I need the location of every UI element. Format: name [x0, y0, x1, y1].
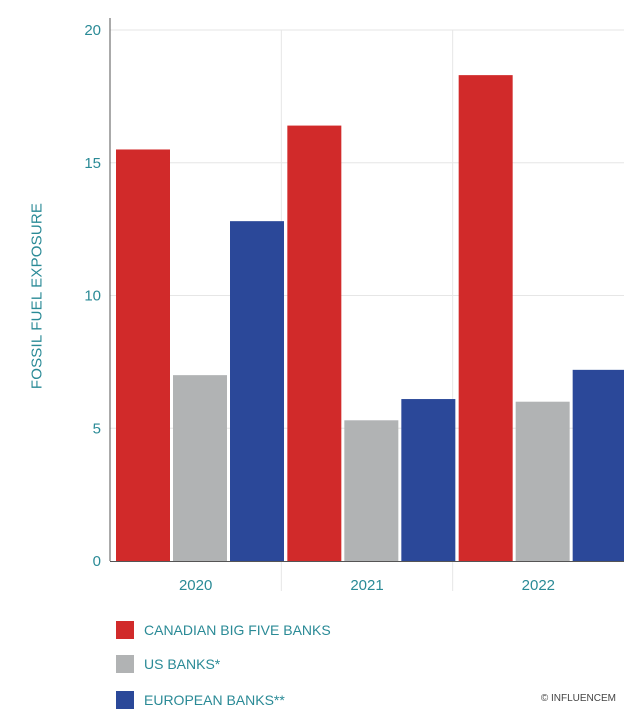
bar-2020-series-0 — [116, 149, 170, 561]
credit-label: © INFLUENCEM — [540, 693, 616, 704]
bar-2022-series-2 — [572, 369, 624, 561]
legend-swatch-us — [116, 655, 134, 673]
bar-2020-series-1 — [173, 375, 227, 561]
legend-swatch-canadian — [116, 621, 134, 639]
legend-label-canadian: CANADIAN BIG FIVE BANKS — [144, 622, 331, 638]
bar-2021-series-0 — [287, 125, 342, 561]
legend-label-us: US BANKS* — [144, 656, 221, 672]
x-tick-label-2021: 2021 — [350, 577, 383, 594]
legend-item-us: US BANKS* — [116, 655, 220, 673]
bar-2021-series-2 — [401, 399, 456, 561]
legend-item-european: EUROPEAN BANKS** — [116, 691, 285, 709]
y-tick-label-1: 5 — [93, 420, 101, 437]
legend-label-european: EUROPEAN BANKS** — [144, 692, 285, 708]
x-tick-label-2022: 2022 — [522, 577, 555, 594]
legend-item-canadian: CANADIAN BIG FIVE BANKS — [116, 621, 331, 639]
y-tick-label-2: 10 — [84, 288, 101, 305]
legend-swatch-european — [116, 691, 134, 709]
y-tick-label-3: 15 — [84, 155, 101, 172]
x-tick-label-2020: 2020 — [179, 577, 212, 594]
bar-2022-series-0 — [458, 75, 513, 561]
y-tick-label-0: 0 — [93, 553, 101, 570]
y-tick-label-4: 20 — [84, 22, 101, 39]
y-axis-label: FOSSIL FUEL EXPOSURE — [28, 202, 46, 390]
bar-2020-series-2 — [230, 221, 284, 561]
bar-2021-series-1 — [344, 420, 399, 561]
bar-2022-series-1 — [515, 401, 570, 561]
